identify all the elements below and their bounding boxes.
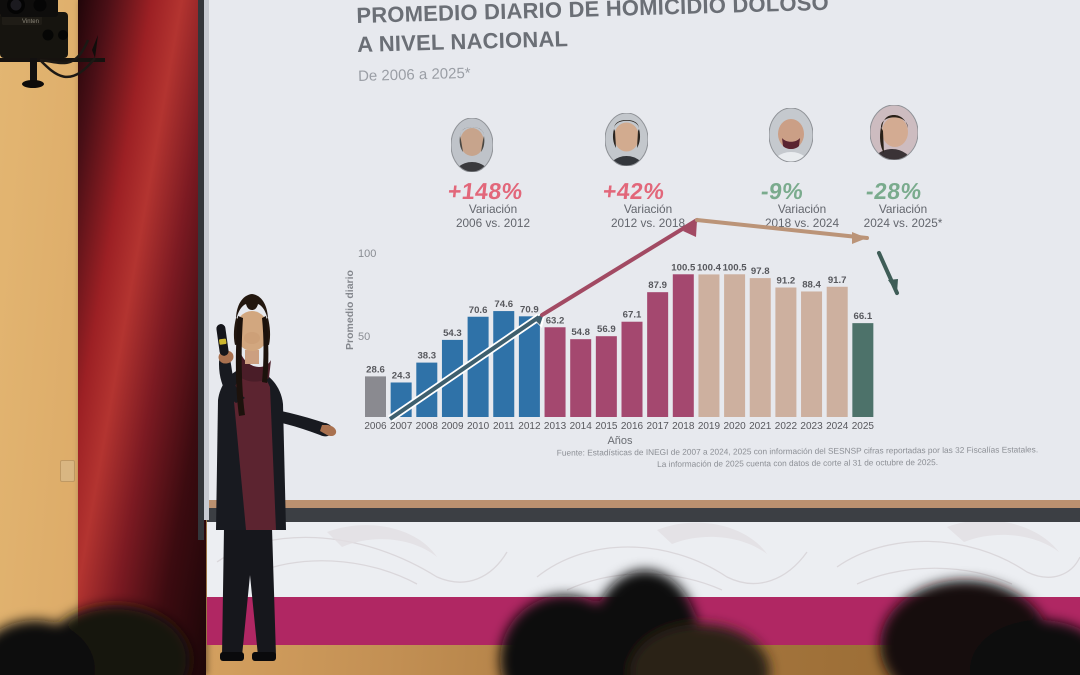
svg-text:67.1: 67.1 <box>623 310 642 321</box>
svg-text:91.7: 91.7 <box>828 275 847 286</box>
svg-text:100: 100 <box>358 248 376 260</box>
svg-text:91.2: 91.2 <box>777 276 796 287</box>
svg-text:2010: 2010 <box>467 421 490 432</box>
svg-text:54.8: 54.8 <box>571 327 590 338</box>
svg-text:2022: 2022 <box>775 421 798 432</box>
svg-text:88.4: 88.4 <box>802 279 821 290</box>
svg-text:2007: 2007 <box>390 421 413 432</box>
svg-text:2015: 2015 <box>595 421 618 432</box>
svg-text:2006: 2006 <box>364 421 387 432</box>
svg-text:50: 50 <box>358 331 370 343</box>
svg-text:2021: 2021 <box>749 421 772 432</box>
svg-text:2016: 2016 <box>621 421 644 432</box>
svg-text:70.9: 70.9 <box>520 304 539 315</box>
svg-text:87.9: 87.9 <box>648 280 667 291</box>
svg-text:2025: 2025 <box>852 421 875 432</box>
svg-text:2018: 2018 <box>672 421 695 432</box>
svg-text:54.3: 54.3 <box>443 328 462 339</box>
svg-text:Años: Años <box>607 435 633 447</box>
svg-text:2023: 2023 <box>800 421 823 432</box>
svg-text:56.9: 56.9 <box>597 324 616 335</box>
svg-text:74.6: 74.6 <box>494 299 513 310</box>
svg-text:2020: 2020 <box>723 421 746 432</box>
svg-text:2012: 2012 <box>518 421 541 432</box>
svg-text:2009: 2009 <box>441 421 464 432</box>
svg-text:2013: 2013 <box>544 421 567 432</box>
svg-text:66.1: 66.1 <box>854 311 873 322</box>
svg-text:2017: 2017 <box>647 421 670 432</box>
svg-text:100.4: 100.4 <box>697 262 722 273</box>
svg-text:2014: 2014 <box>570 421 593 432</box>
svg-text:2019: 2019 <box>698 421 721 432</box>
svg-text:Vinten: Vinten <box>22 19 39 25</box>
svg-text:100.5: 100.5 <box>723 262 748 273</box>
svg-text:70.6: 70.6 <box>469 305 488 316</box>
svg-text:2008: 2008 <box>416 421 439 432</box>
svg-text:Promedio diario: Promedio diario <box>344 270 356 350</box>
svg-text:100.5: 100.5 <box>671 262 696 273</box>
svg-text:97.8: 97.8 <box>751 266 770 277</box>
svg-text:63.2: 63.2 <box>546 315 565 326</box>
svg-text:24.3: 24.3 <box>392 370 411 381</box>
svg-text:28.6: 28.6 <box>366 364 385 375</box>
svg-text:38.3: 38.3 <box>417 351 436 362</box>
svg-text:2011: 2011 <box>493 421 515 432</box>
svg-text:2024: 2024 <box>826 421 849 432</box>
